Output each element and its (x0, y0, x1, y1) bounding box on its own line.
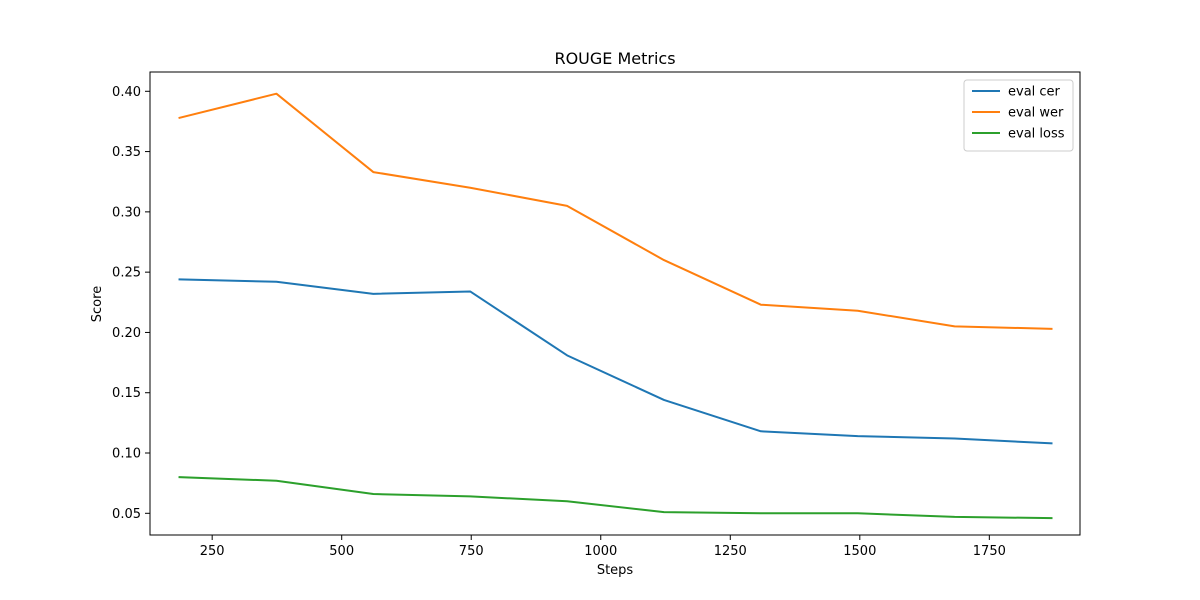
y-axis-label: Score (90, 286, 105, 322)
y-tick-label: 0.25 (112, 266, 141, 281)
x-tick-label: 250 (200, 544, 225, 559)
y-tick-label: 0.35 (112, 145, 141, 160)
x-tick-label: 1500 (843, 544, 876, 559)
x-tick-label: 1000 (584, 544, 617, 559)
legend-label-1: eval wer (1008, 106, 1064, 121)
legend: eval cer eval wer eval loss (963, 79, 1074, 152)
x-tick-label: 1250 (714, 544, 747, 559)
series-line-1 (178, 92, 1053, 330)
y-tick-label: 0.10 (112, 447, 141, 462)
legend-label-0: eval cer (1008, 85, 1061, 100)
chart-title: ROUGE Metrics (554, 49, 675, 68)
x-tick-label: 1750 (973, 544, 1006, 559)
x-axis: 250 500 750 1000 1250 1500 1750 (200, 535, 1006, 559)
y-tick-label: 0.15 (112, 386, 141, 401)
series-line-2 (178, 476, 1053, 520)
series-line-0 (178, 278, 1053, 445)
plot-frame (149, 71, 1081, 536)
x-tick-label: 500 (329, 544, 354, 559)
y-tick-label: 0.30 (112, 205, 141, 220)
legend-label-2: eval loss (1008, 127, 1065, 142)
y-tick-label: 0.05 (112, 507, 141, 522)
series-layer (178, 92, 1053, 520)
y-axis: 0.05 0.10 0.15 0.20 0.25 0.30 0.35 0.40 (112, 85, 150, 522)
y-tick-label: 0.40 (112, 85, 141, 100)
y-tick-label: 0.20 (112, 326, 141, 341)
x-tick-label: 750 (459, 544, 484, 559)
x-axis-label: Steps (597, 563, 634, 578)
